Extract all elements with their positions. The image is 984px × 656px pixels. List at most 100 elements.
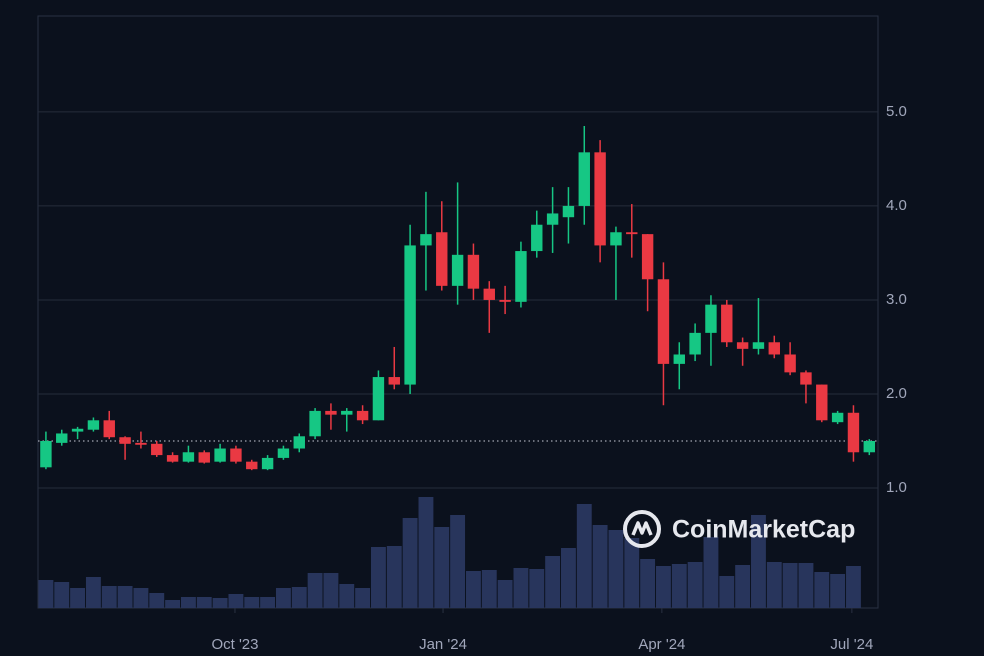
volume-bar — [545, 556, 561, 608]
y-tick-label: 4.0 — [886, 197, 907, 214]
volume-bar — [260, 597, 276, 608]
candle-body — [56, 433, 68, 443]
candle-body — [325, 410, 337, 415]
volume-bar — [244, 597, 260, 608]
volume-bar — [798, 563, 814, 608]
candle — [261, 455, 274, 471]
volume-bar — [54, 582, 70, 608]
candle — [831, 410, 844, 425]
candle-body — [87, 420, 100, 430]
candle-body — [372, 377, 385, 421]
candle — [689, 323, 701, 362]
candle-body — [736, 342, 749, 349]
x-tick-label: Oct '23 — [211, 636, 258, 653]
volume-bar — [782, 563, 798, 608]
x-tick-label: Jul '24 — [830, 636, 873, 653]
volume-bar — [228, 594, 244, 608]
volume-bar — [212, 598, 228, 608]
volume-bar — [703, 537, 719, 608]
candle — [277, 445, 290, 460]
volume-bar — [70, 588, 86, 608]
candle — [467, 243, 480, 300]
candle — [483, 281, 495, 333]
candle-body — [578, 152, 590, 206]
candle-body — [40, 440, 52, 468]
candle-body — [214, 448, 226, 462]
y-tick-label: 1.0 — [886, 479, 907, 496]
volume-bar — [307, 573, 323, 608]
volume-bar — [656, 566, 671, 608]
candle-body — [816, 384, 828, 421]
volume-bar — [529, 569, 545, 608]
candle-body — [721, 304, 733, 343]
watermark: CoinMarketCap — [672, 516, 855, 544]
candle — [736, 337, 749, 366]
volume-bar — [814, 572, 830, 608]
candle — [103, 410, 115, 440]
volume-bar — [386, 546, 402, 608]
candle-body — [404, 245, 416, 385]
candle-body — [641, 234, 654, 280]
candle-body — [467, 254, 480, 289]
x-tick-label: Apr '24 — [638, 636, 685, 653]
candle — [388, 346, 400, 390]
candle — [546, 187, 559, 253]
volume-bar — [149, 593, 165, 608]
candle-body — [198, 452, 210, 463]
candle — [246, 459, 258, 471]
volume-bar — [497, 580, 513, 608]
volume-bar — [592, 525, 608, 608]
candle — [214, 443, 226, 463]
volume-bar — [830, 574, 846, 608]
watermark-logo — [623, 510, 661, 548]
candle — [135, 431, 147, 449]
volume-bar — [465, 571, 481, 608]
candle-body — [277, 448, 290, 458]
candle — [610, 226, 622, 300]
candle-body — [71, 428, 84, 432]
candle — [594, 140, 606, 263]
candle-body — [800, 372, 812, 385]
candle — [230, 445, 242, 464]
candle-body — [341, 410, 353, 415]
volume-bar — [735, 565, 751, 608]
candle — [420, 191, 432, 291]
candle-body — [499, 299, 511, 302]
candle — [721, 299, 733, 347]
candle — [673, 342, 685, 390]
volume-bar — [671, 564, 687, 608]
candle — [768, 335, 780, 359]
candle-body — [626, 232, 638, 235]
candle — [40, 431, 52, 470]
volume-bar — [323, 573, 339, 608]
volume-bar — [165, 600, 181, 608]
candle — [436, 201, 448, 291]
candle-body — [182, 452, 195, 462]
y-tick-label: 3.0 — [886, 291, 907, 308]
candle-body — [863, 440, 875, 453]
volume-bar — [751, 515, 766, 608]
candle-body — [847, 412, 860, 453]
candle-body — [594, 152, 606, 246]
volume-bar — [561, 548, 576, 608]
candle-body — [119, 437, 131, 444]
candle-body — [103, 420, 115, 438]
candle-body — [673, 354, 685, 364]
candle — [166, 452, 179, 463]
candle-body — [246, 461, 258, 470]
volume-bar — [291, 587, 307, 608]
volume-bar — [275, 588, 291, 608]
candle — [531, 210, 543, 258]
candle-body — [261, 457, 274, 470]
candle-body — [293, 436, 305, 449]
candle-body — [610, 232, 622, 246]
candle — [784, 342, 796, 376]
candle-body — [657, 279, 670, 364]
volume-bar — [687, 562, 703, 608]
candle-body — [483, 288, 495, 300]
volume-bar — [450, 515, 466, 608]
candle-body — [562, 205, 575, 218]
candle — [87, 417, 100, 432]
